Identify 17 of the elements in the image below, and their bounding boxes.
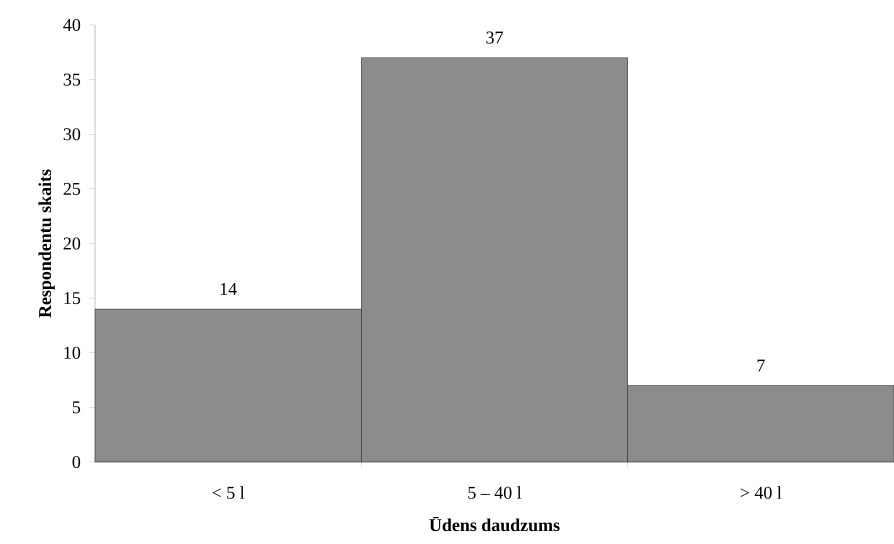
x-tick-label: 5 – 40 l bbox=[468, 486, 522, 499]
y-tick-label: 30 bbox=[64, 128, 80, 140]
y-tick-label: 25 bbox=[64, 182, 80, 195]
y-tick-label: 10 bbox=[64, 346, 80, 359]
y-tick-label: 20 bbox=[64, 237, 80, 250]
data-label: 14 bbox=[220, 283, 237, 295]
y-tick-label: 5 bbox=[72, 401, 80, 414]
x-tick-label: < 5 l bbox=[212, 486, 244, 499]
y-tick-label: 15 bbox=[64, 292, 80, 304]
y-tick-label: 40 bbox=[63, 18, 80, 32]
data-label: 7 bbox=[758, 360, 765, 372]
x-axis-title: Ūdens daudzums bbox=[429, 516, 560, 532]
y-tick-label: 35 bbox=[64, 74, 80, 86]
data-label: 37 bbox=[486, 32, 503, 44]
y-axis-title: Respondentu skaits bbox=[38, 169, 55, 318]
x-tick-label: > 40 l bbox=[740, 486, 782, 499]
y-tick-label: 0 bbox=[72, 456, 80, 468]
